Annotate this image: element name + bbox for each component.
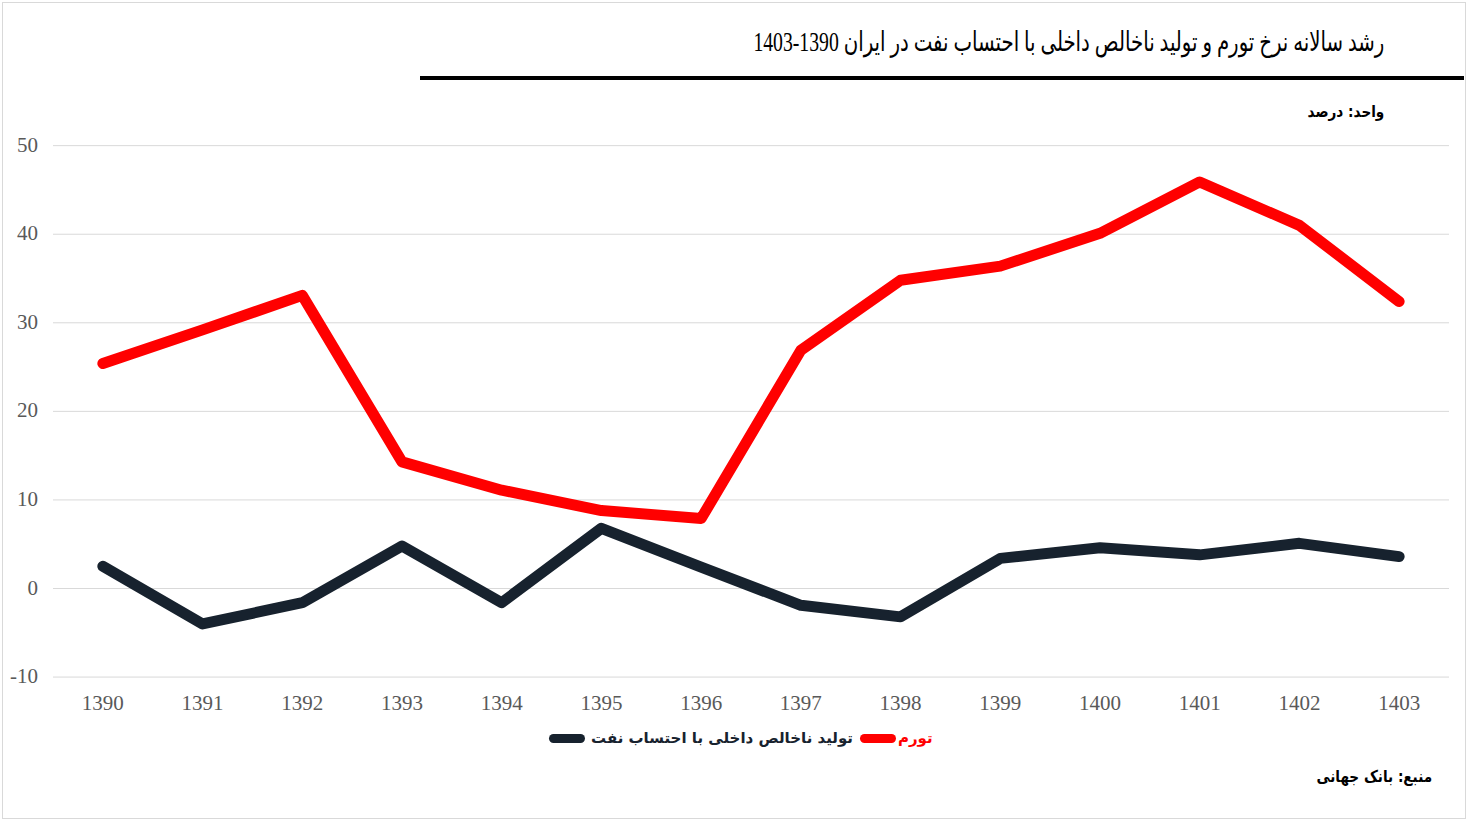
- inflation-line: [103, 182, 1399, 519]
- chart-title: رشد سالانه نرخ تورم و تولید ناخالص داخلی…: [753, 26, 1384, 58]
- y-axis-tick-label: 40: [0, 221, 38, 246]
- chart-page: رشد سالانه نرخ تورم و تولید ناخالص داخلی…: [0, 0, 1468, 827]
- chart-legend: تولید ناخالص داخلی با احتساب نفت تورم: [549, 729, 933, 747]
- x-axis-tick-label: 1399: [950, 691, 1050, 716]
- unit-label: واحد: درصد: [1307, 102, 1384, 121]
- x-axis-tick-label: 1401: [1150, 691, 1250, 716]
- x-axis-tick-label: 1394: [452, 691, 552, 716]
- y-axis-tick-label: -10: [0, 664, 38, 689]
- y-axis-tick-label: 50: [0, 133, 38, 158]
- title-underline: [420, 76, 1464, 80]
- inflation-legend-label: تورم: [898, 729, 933, 747]
- x-axis-tick-label: 1397: [751, 691, 851, 716]
- x-axis-tick-label: 1391: [153, 691, 253, 716]
- x-axis-tick-label: 1395: [551, 691, 651, 716]
- y-axis-tick-label: 0: [0, 576, 38, 601]
- gdp-legend-swatch: [549, 734, 585, 743]
- gdp-line: [103, 528, 1399, 624]
- x-axis-tick-label: 1392: [252, 691, 352, 716]
- x-axis-tick-label: 1390: [53, 691, 153, 716]
- y-axis-tick-label: 30: [0, 310, 38, 335]
- y-axis-tick-label: 10: [0, 487, 38, 512]
- x-axis-tick-label: 1398: [851, 691, 951, 716]
- x-axis-tick-label: 1393: [352, 691, 452, 716]
- gdp-legend-label: تولید ناخالص داخلی با احتساب نفت: [591, 729, 853, 747]
- x-axis-tick-label: 1400: [1050, 691, 1150, 716]
- x-axis-tick-label: 1403: [1349, 691, 1449, 716]
- x-axis-tick-label: 1402: [1249, 691, 1349, 716]
- source-label: منبع: بانک جهانی: [1316, 767, 1432, 786]
- y-axis-tick-label: 20: [0, 398, 38, 423]
- inflation-legend-swatch: [860, 734, 896, 743]
- x-axis-tick-label: 1396: [651, 691, 751, 716]
